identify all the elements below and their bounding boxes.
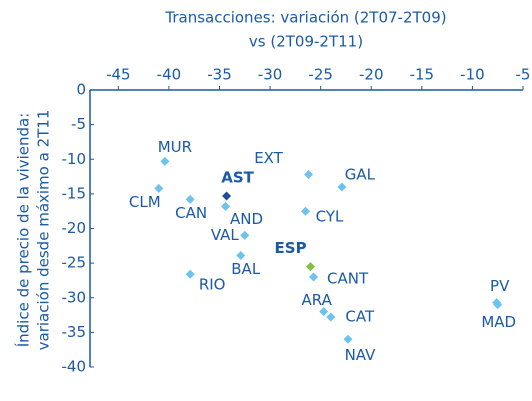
y-axis-title: Índice de precio de la vivienda: variaci… (14, 110, 53, 351)
point-label: VAL (211, 226, 240, 244)
point (337, 182, 347, 192)
x-tick-label: -30 (258, 66, 283, 84)
x-tick-label: -40 (157, 66, 182, 84)
point (326, 312, 336, 322)
chart-title: Transacciones: variación (2T07-2T09) (164, 9, 446, 27)
point (306, 262, 316, 272)
point-label: MAD (481, 313, 516, 331)
point-label: PV (490, 277, 510, 295)
point-label: AND (230, 210, 263, 228)
x-tick-label: -35 (207, 66, 232, 84)
x-tick-label: -5 (516, 66, 531, 84)
x-tick-label: -25 (308, 66, 333, 84)
point-label: RIO (199, 276, 226, 294)
y-tick-label: -35 (62, 323, 87, 341)
point (221, 201, 231, 211)
point-label: ARA (302, 291, 333, 309)
x-tick-label: -45 (106, 66, 131, 84)
x-tick-label: -20 (359, 66, 384, 84)
y-tick-label: -10 (62, 150, 87, 168)
y-tick-label: 0 (76, 81, 86, 99)
point (319, 307, 329, 317)
point (160, 156, 170, 166)
point-label: GAL (345, 165, 376, 183)
point (493, 300, 503, 310)
point (309, 272, 319, 282)
chart-title: vs (2T09-2T11) (249, 33, 363, 51)
point-label: CYL (316, 208, 344, 226)
point (304, 169, 314, 179)
point-label: EXT (254, 149, 283, 167)
point-label: CLM (129, 193, 161, 211)
point (185, 194, 195, 204)
point (343, 334, 353, 344)
point-label: CANT (327, 269, 369, 287)
point-label: NAV (345, 346, 377, 364)
y-tick-label: -25 (62, 254, 87, 272)
point-label: CAT (345, 308, 375, 326)
point (236, 251, 246, 261)
point-label: AST (221, 168, 254, 186)
y-axis-title-line: Índice de precio de la vivienda: (14, 113, 33, 348)
point (185, 269, 195, 279)
y-tick-label: -30 (62, 288, 87, 306)
point (154, 183, 164, 193)
x-tick-label: -10 (460, 66, 485, 84)
x-tick-label: -15 (410, 66, 435, 84)
y-axis-title-line: variación desde máximo a 2T11 (35, 110, 53, 351)
point-label: BAL (231, 260, 261, 278)
y-tick-label: -20 (62, 219, 87, 237)
point-label: MUR (158, 138, 192, 156)
point (222, 191, 232, 201)
y-tick-label: -15 (62, 184, 87, 202)
point-label: CAN (175, 204, 207, 222)
point (300, 206, 310, 216)
y-tick-label: -40 (62, 358, 87, 376)
point-label: ESP (275, 239, 307, 257)
y-tick-label: -5 (71, 115, 86, 133)
point (240, 230, 250, 240)
